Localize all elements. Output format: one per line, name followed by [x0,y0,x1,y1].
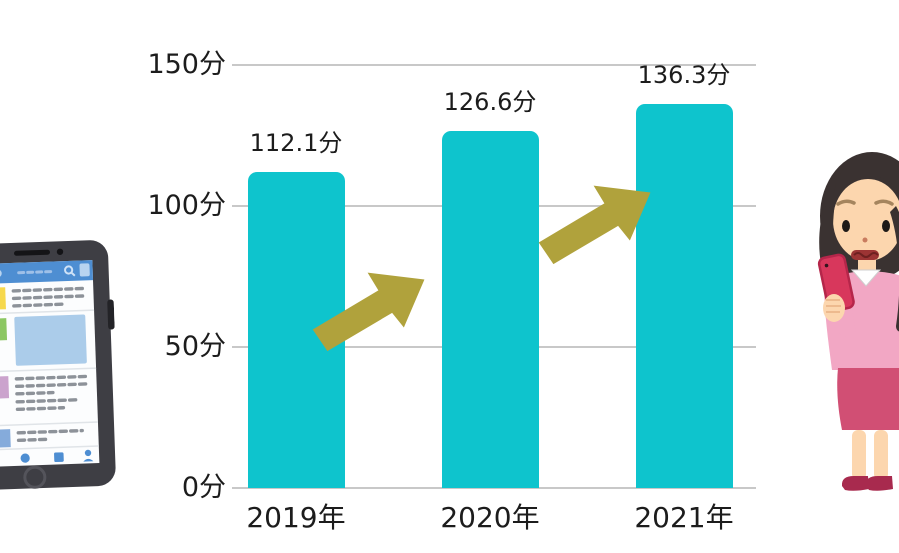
hair-bangs [832,154,899,224]
woman-illustration-svg [817,152,899,491]
increase-arrow-icon [306,257,439,355]
legs [852,430,888,480]
y-tick-label: 100分 [147,190,226,221]
feed-item-4 [0,428,84,449]
eyes [842,220,890,232]
worried-mouth [851,250,879,260]
bottom-nav-icons [20,449,94,463]
y-tick-label: 50分 [164,331,226,362]
search-icon [64,265,76,277]
smartphone-illustration-svg [0,240,116,490]
x-axis-label: 2021年 [634,501,734,534]
eyebrows [836,199,894,206]
skirt [837,368,899,430]
bar-value-label: 136.3分 [637,60,731,89]
increase-arrow-icon [532,170,665,268]
phone-speaker [14,249,50,256]
hand [823,294,845,322]
nose [862,237,868,243]
smartphone-illustration [0,233,121,500]
phone-side-button [107,299,115,330]
square-icon [54,452,64,463]
feed-item-1 [0,286,86,311]
phone-home-button [23,465,47,489]
app-header-bar [0,260,94,285]
y-tick-label: 150分 [147,49,226,80]
bar-value-label: 126.6分 [443,87,537,116]
feed-item-3 [0,374,89,412]
y-tick-label: 0分 [181,472,226,503]
avatar [79,263,90,277]
feed-image-placeholder [14,314,87,366]
bar-2020年 [441,130,539,488]
x-axis-label: 2019年 [246,501,346,534]
shoes [841,476,893,491]
feed-item-2 [0,314,87,366]
gridline [232,64,756,66]
bar-2021年 [635,103,733,488]
x-axis-baseline [232,487,756,489]
hair-right-strand [890,206,899,332]
shirt-collar [850,269,882,287]
x-axis-label: 2020年 [440,501,540,534]
phone-front-camera [56,248,64,255]
feed-separators [0,309,99,452]
woman-illustration [788,146,899,526]
circle-icon [20,453,30,463]
person-icon [83,449,94,462]
bar-value-label: 112.1分 [249,128,343,157]
